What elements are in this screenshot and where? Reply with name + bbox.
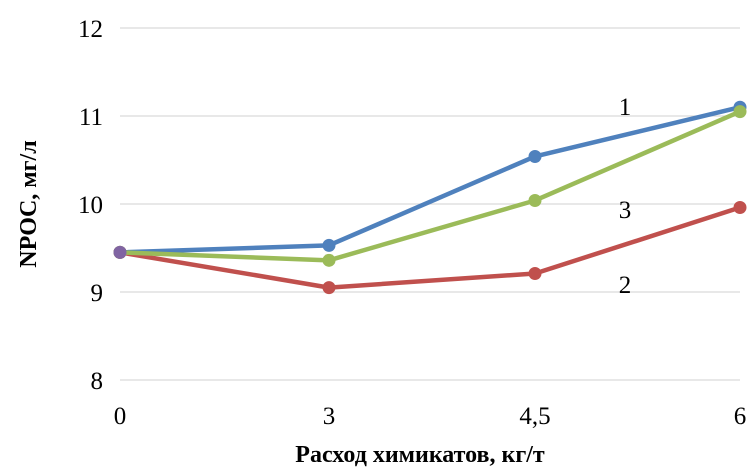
- data-point: [733, 105, 747, 119]
- x-tick-label: 3: [323, 403, 336, 430]
- y-axis-ticks: 8 9 10 11 12: [78, 16, 103, 395]
- y-tick-label: 8: [91, 368, 104, 395]
- data-point: [528, 149, 542, 163]
- data-point: [113, 245, 127, 259]
- series-line-3: [117, 109, 743, 263]
- x-tick-label: 4,5: [519, 403, 550, 430]
- series-line-2: [117, 205, 743, 290]
- series-lines: [117, 104, 743, 290]
- series-label-3: 3: [619, 197, 632, 224]
- data-point: [528, 193, 542, 207]
- x-tick-label: 0: [114, 403, 127, 430]
- y-axis-title: NPOC, мг/л: [16, 140, 42, 267]
- y-tick-label: 9: [91, 280, 104, 307]
- x-axis-ticks: 0 3 4,5 6: [114, 403, 747, 430]
- series-points: [113, 100, 747, 295]
- series-line-1: [117, 104, 743, 255]
- x-axis-title: Расход химикатов, кг/т: [295, 442, 545, 468]
- series-label-2: 2: [619, 272, 632, 299]
- y-tick-label: 11: [79, 104, 103, 131]
- series-label-1: 1: [619, 94, 632, 121]
- series-labels: 1 2 3: [619, 94, 632, 299]
- data-point: [322, 253, 336, 267]
- y-tick-label: 12: [78, 16, 103, 43]
- y-tick-label: 10: [78, 192, 103, 219]
- data-point: [528, 267, 542, 281]
- data-point: [322, 281, 336, 295]
- x-tick-label: 6: [734, 403, 747, 430]
- data-point: [733, 201, 747, 215]
- data-point: [322, 238, 336, 252]
